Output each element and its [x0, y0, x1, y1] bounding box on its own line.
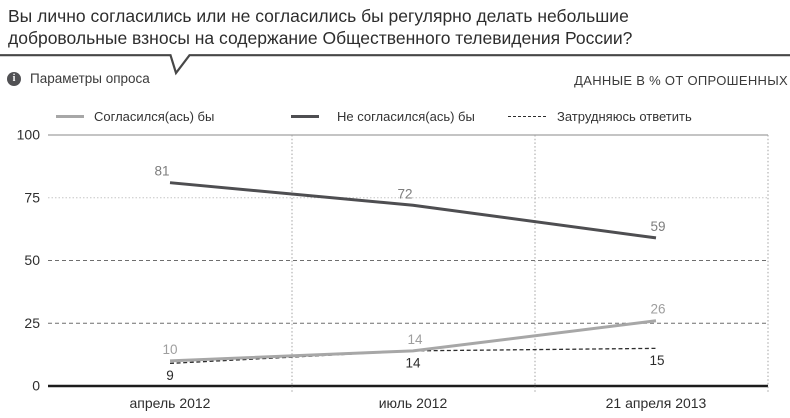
data-label: 14 — [405, 355, 421, 370]
data-label: 26 — [650, 302, 665, 317]
data-label: 81 — [154, 164, 169, 179]
speech-bubble-divider — [0, 54, 790, 76]
units-note: ДАННЫЕ В % ОТ ОПРОШЕННЫХ — [574, 73, 788, 88]
legend-item-undecided: Затрудняюсь ответить — [508, 106, 692, 126]
x-tick-label: июль 2012 — [379, 395, 448, 411]
y-tick-label: 25 — [24, 315, 40, 331]
chart-legend: Согласился(ась) бы Не согласился(ась) бы… — [0, 106, 790, 126]
legend-item-agree: Согласился(ась) бы — [56, 106, 214, 126]
x-tick-label: апрель 2012 — [130, 395, 211, 411]
data-label: 14 — [407, 332, 423, 347]
legend-swatch-agree — [56, 114, 84, 118]
series-line-2 — [169, 347, 657, 365]
line-chart: 100 75 50 25 0 апрель 2012 июль 2012 21 апреля … — [0, 127, 790, 418]
data-label: 15 — [649, 353, 664, 368]
data-label: 72 — [397, 186, 412, 201]
y-tick-label: 75 — [24, 189, 40, 205]
info-icon: i — [7, 71, 21, 86]
question-title-line1: Вы лично согласились или не согласились … — [8, 6, 629, 26]
legend-swatch-undecided — [508, 115, 546, 117]
survey-params-label: Параметры опроса — [30, 71, 150, 86]
y-tick-label: 0 — [32, 378, 40, 394]
y-tick-label: 50 — [24, 252, 40, 268]
x-tick-label: 21 апреля 2013 — [606, 395, 707, 411]
series-line-0 — [169, 319, 657, 363]
survey-params-link[interactable]: i Параметры опроса — [7, 71, 150, 86]
question-title: Вы лично согласились или не согласились … — [8, 5, 768, 49]
data-label: 9 — [166, 368, 174, 383]
legend-label-disagree: Не согласился(ась) бы — [337, 108, 475, 124]
data-label: 59 — [650, 219, 665, 234]
line-chart-svg: 100 75 50 25 0 апрель 2012 июль 2012 21 апреля … — [17, 127, 769, 411]
data-label: 10 — [162, 342, 177, 357]
question-title-line2: добровольные взносы на содержание Общест… — [8, 28, 633, 48]
legend-item-disagree: Не согласился(ась) бы — [291, 106, 475, 126]
legend-label-agree: Согласился(ась) бы — [94, 108, 215, 124]
legend-label-undecided: Затрудняюсь ответить — [557, 108, 692, 124]
y-tick-label: 100 — [17, 128, 41, 143]
info-icon-glyph: i — [12, 73, 16, 84]
series-line-1 — [169, 181, 657, 240]
legend-swatch-disagree — [291, 114, 319, 118]
